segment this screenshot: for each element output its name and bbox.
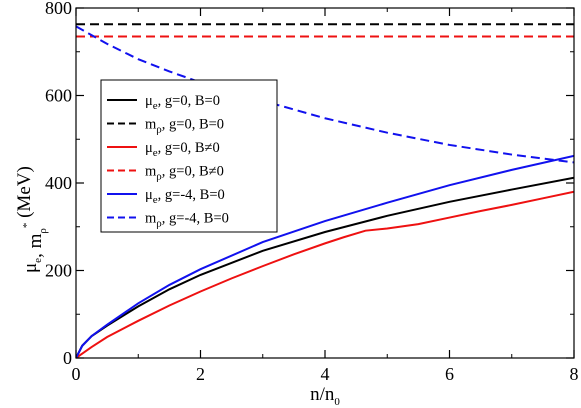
x-tick-label: 4 <box>321 364 330 384</box>
series-line-2 <box>76 190 574 358</box>
legend-entry-3: mρ, g=0, B≠0 <box>145 164 224 183</box>
axes: 0 2 4 6 8 0 200 400 600 800 n/n0 μe, mρ* (MeV) <box>14 0 579 408</box>
x-tick-label: 6 <box>445 364 454 384</box>
x-axis-label: n/n0 <box>310 384 340 408</box>
y-tick-label: 0 <box>63 348 72 368</box>
legend-entry-2: μe, g=0, B≠0 <box>145 140 220 159</box>
y-tick-label: 800 <box>45 0 72 18</box>
x-tick-label: 2 <box>196 364 205 384</box>
legend: μe, g=0, B=0 mρ, g=0, B=0 μe, g=0, B≠0 mρ, … <box>100 79 278 233</box>
x-tick-label: 8 <box>570 364 579 384</box>
legend-box <box>100 79 278 233</box>
y-tick-label: 600 <box>45 86 72 106</box>
series-line-4 <box>76 154 574 358</box>
legend-entry-1: mρ, g=0, B=0 <box>145 117 224 136</box>
legend-entry-0: μe, g=0, B=0 <box>145 93 220 112</box>
legend-entry-4: μe, g=-4, B=0 <box>145 187 225 206</box>
x-tick-label: 0 <box>72 364 81 384</box>
y-axis-label: μe, mρ* (MeV) <box>14 166 49 273</box>
legend-entry-5: mρ, g=-4, B=0 <box>145 211 229 230</box>
y-tick-label: 200 <box>45 261 72 281</box>
y-tick-label: 400 <box>45 173 72 193</box>
